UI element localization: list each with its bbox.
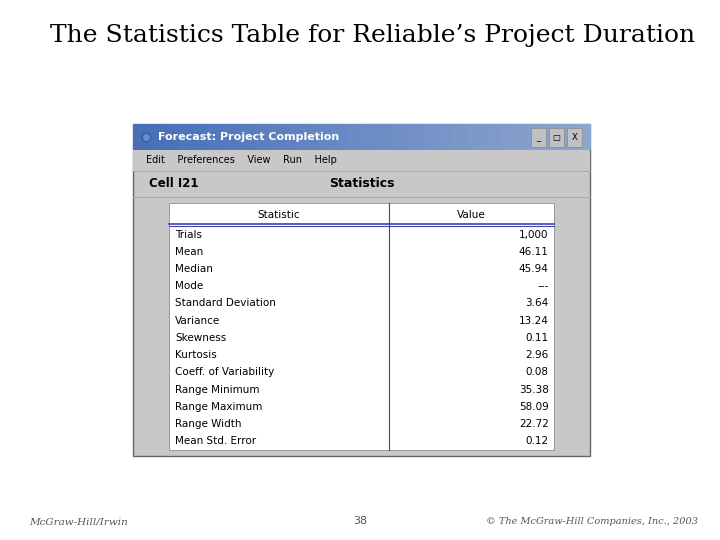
FancyBboxPatch shape [529, 124, 546, 150]
Text: The Statistics Table for Reliable’s Project Duration: The Statistics Table for Reliable’s Proj… [50, 24, 696, 48]
FancyBboxPatch shape [169, 203, 554, 450]
FancyBboxPatch shape [346, 124, 363, 150]
FancyBboxPatch shape [549, 127, 564, 146]
FancyBboxPatch shape [331, 124, 347, 150]
Text: 0.11: 0.11 [526, 333, 549, 343]
FancyBboxPatch shape [179, 124, 195, 150]
FancyBboxPatch shape [255, 124, 271, 150]
Text: Coeff. of Variability: Coeff. of Variability [175, 367, 274, 377]
FancyBboxPatch shape [454, 124, 469, 150]
FancyBboxPatch shape [133, 150, 590, 171]
Text: □: □ [553, 133, 560, 141]
Text: 1,000: 1,000 [519, 230, 549, 240]
FancyBboxPatch shape [469, 124, 485, 150]
Text: Statistics: Statistics [329, 177, 395, 190]
FancyBboxPatch shape [194, 124, 210, 150]
Text: 58.09: 58.09 [519, 402, 549, 412]
Text: Mean: Mean [175, 247, 203, 257]
FancyBboxPatch shape [225, 124, 240, 150]
FancyBboxPatch shape [377, 124, 393, 150]
Text: _: _ [536, 133, 541, 141]
FancyBboxPatch shape [438, 124, 454, 150]
FancyBboxPatch shape [133, 124, 149, 150]
Text: Edit    Preferences    View    Run    Help: Edit Preferences View Run Help [146, 156, 337, 165]
FancyBboxPatch shape [148, 124, 164, 150]
Text: McGraw-Hill/Irwin: McGraw-Hill/Irwin [29, 517, 127, 526]
Text: X: X [572, 133, 577, 141]
FancyBboxPatch shape [392, 124, 408, 150]
Text: Forecast: Project Completion: Forecast: Project Completion [158, 132, 340, 142]
Text: Skewness: Skewness [175, 333, 226, 343]
Text: ---: --- [537, 281, 549, 291]
FancyBboxPatch shape [567, 127, 582, 146]
Text: Value: Value [457, 210, 486, 220]
FancyBboxPatch shape [301, 124, 317, 150]
Text: Statistic: Statistic [258, 210, 300, 220]
FancyBboxPatch shape [316, 124, 332, 150]
Text: 13.24: 13.24 [519, 316, 549, 326]
Text: Range Width: Range Width [175, 419, 241, 429]
FancyBboxPatch shape [484, 124, 500, 150]
Text: Range Minimum: Range Minimum [175, 384, 259, 395]
Text: 0.08: 0.08 [526, 367, 549, 377]
Text: Cell I21: Cell I21 [149, 177, 199, 190]
Text: 22.72: 22.72 [519, 419, 549, 429]
FancyBboxPatch shape [531, 127, 546, 146]
FancyBboxPatch shape [133, 124, 590, 456]
FancyBboxPatch shape [514, 124, 530, 150]
FancyBboxPatch shape [286, 124, 302, 150]
Text: Standard Deviation: Standard Deviation [175, 299, 276, 308]
Text: © The McGraw-Hill Companies, Inc., 2003: © The McGraw-Hill Companies, Inc., 2003 [487, 517, 698, 526]
Text: 35.38: 35.38 [519, 384, 549, 395]
Text: Variance: Variance [175, 316, 220, 326]
FancyBboxPatch shape [544, 124, 561, 150]
FancyBboxPatch shape [361, 124, 378, 150]
Text: Range Maximum: Range Maximum [175, 402, 262, 412]
Text: Kurtosis: Kurtosis [175, 350, 217, 360]
Text: 0.12: 0.12 [526, 436, 549, 446]
FancyBboxPatch shape [271, 124, 287, 150]
FancyBboxPatch shape [560, 124, 576, 150]
FancyBboxPatch shape [210, 124, 225, 150]
Text: 2.96: 2.96 [526, 350, 549, 360]
FancyBboxPatch shape [423, 124, 438, 150]
FancyBboxPatch shape [499, 124, 515, 150]
Text: Median: Median [175, 264, 213, 274]
Text: Mean Std. Error: Mean Std. Error [175, 436, 256, 446]
FancyBboxPatch shape [163, 124, 180, 150]
FancyBboxPatch shape [240, 124, 256, 150]
Text: 3.64: 3.64 [526, 299, 549, 308]
FancyBboxPatch shape [408, 124, 423, 150]
Text: Mode: Mode [175, 281, 203, 291]
Text: 46.11: 46.11 [519, 247, 549, 257]
Text: 38: 38 [353, 516, 367, 526]
FancyBboxPatch shape [575, 124, 591, 150]
Text: Trials: Trials [175, 230, 202, 240]
Text: 45.94: 45.94 [519, 264, 549, 274]
